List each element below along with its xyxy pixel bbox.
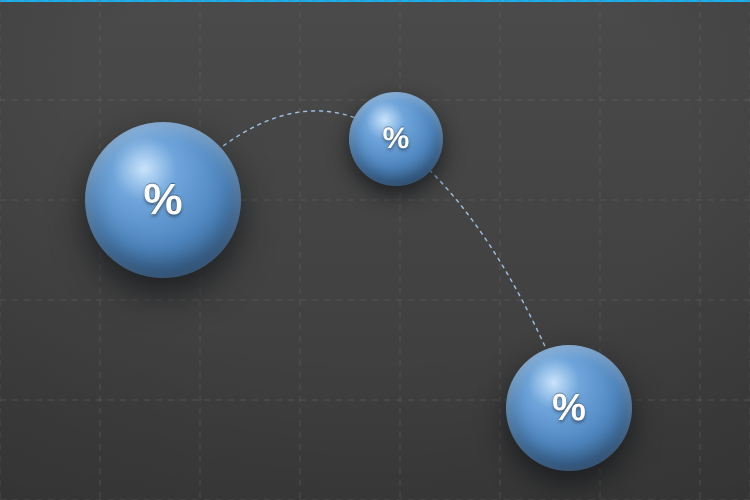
sphere-left: %	[85, 122, 241, 278]
percent-label: %	[383, 124, 410, 154]
percent-label: %	[143, 178, 182, 222]
percent-label: %	[552, 389, 586, 427]
chart-stage: %%%	[0, 0, 750, 500]
sphere-mid: %	[349, 92, 443, 186]
sphere-right: %	[506, 345, 632, 471]
